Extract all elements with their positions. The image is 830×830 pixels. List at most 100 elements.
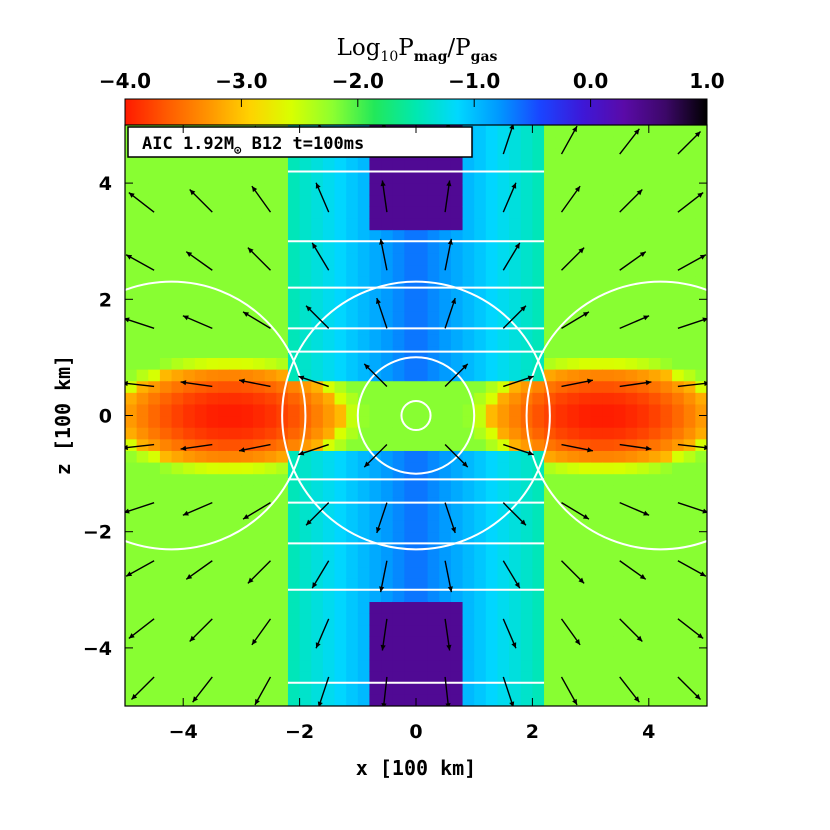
heatmap-cell xyxy=(474,508,487,521)
heatmap-cell xyxy=(416,252,429,266)
heatmap-cell xyxy=(497,578,510,591)
heatmap-cell xyxy=(183,171,196,184)
heatmap-cell xyxy=(672,241,685,254)
heatmap-cell xyxy=(299,578,312,591)
heatmap-cell xyxy=(404,566,417,579)
heatmap-cell xyxy=(136,194,149,207)
heatmap-cell xyxy=(416,659,429,672)
heatmap-cell xyxy=(299,194,312,207)
heatmap-cell xyxy=(183,206,196,219)
heatmap-cell xyxy=(171,485,184,498)
heatmap-cell xyxy=(578,415,592,428)
heatmap-cell xyxy=(369,310,382,324)
heatmap-cell xyxy=(299,566,312,579)
heatmap-cell xyxy=(602,427,615,440)
heatmap-cell xyxy=(625,148,638,161)
heatmap-cell xyxy=(567,659,580,672)
heatmap-cell xyxy=(346,194,359,207)
heatmap-cell xyxy=(590,171,603,184)
heatmap-cell xyxy=(416,264,429,277)
heatmap-cell xyxy=(148,217,161,231)
heatmap-cell xyxy=(381,252,394,266)
heatmap-cell xyxy=(695,345,707,358)
heatmap-cell xyxy=(299,392,312,405)
heatmap-cell xyxy=(369,485,382,498)
heatmap-cell xyxy=(299,206,312,219)
heatmap-cell xyxy=(136,450,149,463)
heatmap-cell xyxy=(404,682,417,695)
heatmap-cell xyxy=(357,310,371,324)
heatmap-cell xyxy=(404,229,417,242)
heatmap-cell xyxy=(637,171,650,184)
heatmap-cell xyxy=(404,171,417,184)
heatmap-cell xyxy=(602,334,615,347)
heatmap-cell xyxy=(637,694,650,706)
heatmap-cell xyxy=(520,566,533,579)
heatmap-cell xyxy=(171,508,184,521)
heatmap-cell xyxy=(567,647,580,661)
heatmap-cell xyxy=(648,136,662,149)
heatmap-cell xyxy=(660,357,673,370)
heatmap-cell xyxy=(544,682,557,695)
colorbar-tick-label: −4.0 xyxy=(99,69,151,93)
heatmap-cell xyxy=(660,636,673,649)
heatmap-cell xyxy=(485,148,499,161)
heatmap-cell xyxy=(555,485,568,498)
heatmap-cell xyxy=(450,485,464,498)
heatmap-cell xyxy=(194,229,208,242)
heatmap-cell xyxy=(183,159,196,173)
heatmap-cell xyxy=(229,508,242,521)
heatmap-cell xyxy=(346,264,359,277)
heatmap-cell xyxy=(660,229,673,242)
velocity-arrowhead xyxy=(254,698,260,705)
heatmap-cell xyxy=(695,531,707,544)
heatmap-cell xyxy=(241,543,254,556)
heatmap-cell xyxy=(171,159,184,173)
heatmap-cell xyxy=(357,613,371,626)
heatmap-cell xyxy=(567,543,580,556)
heatmap-cell xyxy=(159,403,173,417)
heatmap-cell xyxy=(276,473,289,486)
heatmap-cell xyxy=(474,624,487,637)
heatmap-cell xyxy=(555,461,568,475)
heatmap-cell xyxy=(392,543,405,556)
heatmap-cell xyxy=(194,159,208,173)
heatmap-cell xyxy=(206,636,219,649)
velocity-arrowhead xyxy=(633,696,640,703)
heatmap-cell xyxy=(567,694,580,706)
heatmap-cell xyxy=(648,566,662,579)
heatmap-cell xyxy=(404,694,417,706)
heatmap-cell xyxy=(532,392,545,405)
heatmap-cell xyxy=(206,322,219,335)
heatmap-cell xyxy=(381,659,394,672)
heatmap-cell xyxy=(241,322,254,335)
heatmap-cell xyxy=(299,589,312,603)
heatmap-cell xyxy=(171,694,184,706)
heatmap-cell xyxy=(613,543,627,556)
heatmap-cell xyxy=(125,206,138,219)
heatmap-cell xyxy=(148,357,161,370)
heatmap-cell xyxy=(206,601,219,614)
heatmap-cell xyxy=(590,369,603,382)
heatmap-cell xyxy=(218,647,231,661)
heatmap-cell xyxy=(159,310,173,324)
heatmap-cell xyxy=(369,264,382,277)
heatmap-cell xyxy=(602,264,615,277)
heatmap-cell xyxy=(194,415,208,428)
heatmap-cell xyxy=(660,241,673,254)
heatmap-cell xyxy=(567,624,580,637)
heatmap-cell xyxy=(474,357,487,370)
heatmap-cell xyxy=(322,647,336,661)
heatmap-cell xyxy=(625,345,638,358)
heatmap-cell xyxy=(683,125,696,138)
heatmap-cell xyxy=(218,543,231,556)
heatmap-cell xyxy=(125,520,138,533)
heatmap-cell xyxy=(206,229,219,242)
heatmap-cell xyxy=(218,392,231,405)
heatmap-cell xyxy=(334,659,347,672)
heatmap-cell xyxy=(183,392,196,405)
heatmap-cell xyxy=(544,508,557,521)
heatmap-cell xyxy=(322,380,336,393)
heatmap-cell xyxy=(497,206,510,219)
heatmap-cell xyxy=(683,647,696,661)
